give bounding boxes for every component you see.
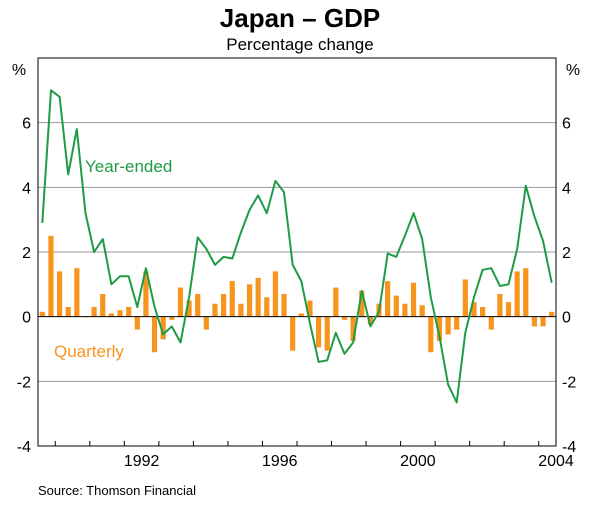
quarterly-bar <box>497 294 503 317</box>
quarterly-bar <box>531 316 538 327</box>
quarterly-bar <box>290 316 296 351</box>
x-tick-label: 2004 <box>538 453 574 470</box>
quarterly-bar <box>419 305 425 317</box>
gridlines <box>38 122 556 382</box>
quarterly-bar <box>108 313 114 317</box>
x-tick-label: 2000 <box>400 453 436 470</box>
y-tick-label-left: 6 <box>22 116 31 133</box>
quarterly-bar <box>186 300 192 317</box>
y-axis-left-unit: % <box>12 62 26 79</box>
y-tick-label-right: -4 <box>562 439 576 456</box>
chart-subtitle: Percentage change <box>226 35 373 54</box>
quarterly-bar <box>445 316 451 335</box>
quarterly-bar <box>480 306 486 317</box>
quarterly-bar <box>212 303 218 317</box>
y-tick-label-left: 0 <box>22 310 31 327</box>
quarterly-bar <box>410 282 417 317</box>
quarterly-bar <box>229 281 235 317</box>
quarterly-bar <box>264 297 270 317</box>
y-axis-left-ticks: -4 -2 0 2 4 6 <box>17 116 31 456</box>
quarterly-bar <box>91 306 97 317</box>
quarterly-bar <box>402 303 408 317</box>
quarterly-bar <box>385 281 391 317</box>
quarterly-bar <box>134 316 140 330</box>
quarterly-bar <box>540 316 546 327</box>
quarterly-bar <box>324 316 330 351</box>
quarterly-bar <box>298 313 304 317</box>
quarterly-bar <box>428 316 434 353</box>
quarterly-bar <box>65 306 71 317</box>
y-tick-label-left: 4 <box>22 180 31 197</box>
y-tick-label-right: 6 <box>562 116 571 133</box>
quarterly-bar <box>39 311 45 317</box>
x-axis-ticks: 1992 1996 2000 2004 <box>54 441 574 470</box>
quarterly-bar <box>333 287 339 317</box>
quarterly-bar <box>160 316 166 340</box>
quarterly-bar <box>307 300 313 317</box>
quarterly-bar <box>436 316 443 341</box>
quarterly-bar <box>48 235 54 317</box>
quarterly-bar <box>549 311 555 317</box>
x-tick-label: 1992 <box>124 453 160 470</box>
quarterly-bar <box>126 306 132 317</box>
y-tick-label-left: 2 <box>22 245 31 262</box>
quarterly-label: Quarterly <box>54 342 124 361</box>
quarterly-bar <box>100 294 106 317</box>
year-ended-label: Year-ended <box>85 157 172 176</box>
quarterly-bar <box>203 316 209 330</box>
y-tick-label-right: 2 <box>562 245 571 262</box>
quarterly-bar <box>143 271 149 317</box>
quarterly-bar <box>221 294 227 317</box>
source-note: Source: Thomson Financial <box>38 483 196 498</box>
quarterly-bar <box>238 303 244 317</box>
y-axis-right-ticks: -4 -2 0 2 4 6 <box>562 116 576 456</box>
quarterly-bar <box>359 290 365 317</box>
year-ended-series <box>41 89 553 404</box>
quarterly-bar <box>272 271 279 317</box>
quarterly-bar <box>177 287 184 317</box>
quarterly-bar <box>315 316 322 348</box>
quarterly-bar <box>393 295 399 317</box>
quarterly-bar <box>281 294 287 317</box>
y-tick-label-right: 4 <box>562 180 571 197</box>
y-tick-label-left: -2 <box>17 374 31 391</box>
quarterly-bar <box>350 316 356 341</box>
quarterly-bar <box>454 316 460 330</box>
quarterly-bar <box>195 294 201 317</box>
year-ended-line <box>41 89 553 404</box>
quarterly-bar <box>514 271 520 317</box>
y-tick-label-right: 0 <box>562 310 571 327</box>
y-tick-label-left: -4 <box>17 439 31 456</box>
quarterly-bar <box>74 268 80 317</box>
quarterly-bar <box>488 316 494 330</box>
quarterly-bar <box>471 302 477 317</box>
x-tick-label: 1996 <box>262 453 298 470</box>
y-tick-label-right: -2 <box>562 374 576 391</box>
quarterly-bar <box>462 279 468 317</box>
quarterly-bar <box>367 316 373 325</box>
quarterly-bar <box>341 316 348 320</box>
quarterly-bar <box>523 268 529 317</box>
quarterly-bar <box>255 277 261 317</box>
quarterly-bar <box>246 284 253 317</box>
quarterly-bar <box>505 302 512 317</box>
quarterly-bar <box>169 316 175 320</box>
y-axis-right-unit: % <box>566 62 580 79</box>
quarterly-bar <box>117 310 123 317</box>
chart-title: Japan – GDP <box>220 3 380 33</box>
quarterly-bar <box>56 271 63 317</box>
quarterly-bars <box>39 235 555 353</box>
quarterly-bar <box>151 316 158 353</box>
